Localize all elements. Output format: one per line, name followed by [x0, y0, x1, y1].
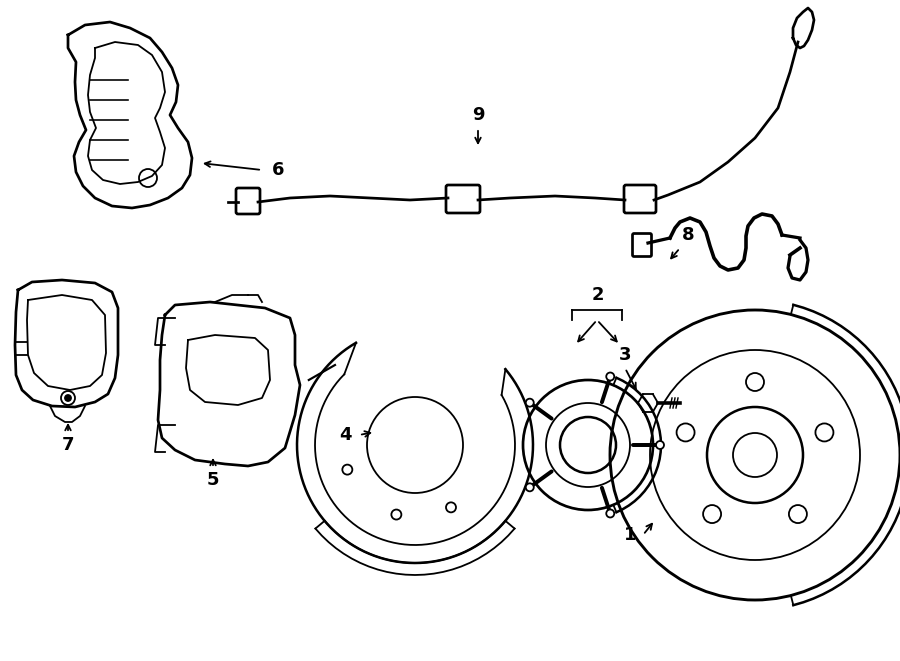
Text: 8: 8	[681, 226, 694, 244]
Text: 7: 7	[62, 436, 74, 454]
Text: 6: 6	[272, 161, 284, 179]
Circle shape	[607, 510, 614, 518]
Circle shape	[65, 395, 71, 401]
Circle shape	[607, 373, 614, 381]
Text: 9: 9	[472, 106, 484, 124]
Circle shape	[526, 483, 534, 491]
Text: 1: 1	[624, 526, 636, 544]
Text: 5: 5	[207, 471, 220, 489]
Text: 2: 2	[592, 286, 604, 304]
Circle shape	[526, 399, 534, 407]
Text: 4: 4	[338, 426, 351, 444]
Text: 3: 3	[619, 346, 631, 364]
Circle shape	[656, 441, 664, 449]
